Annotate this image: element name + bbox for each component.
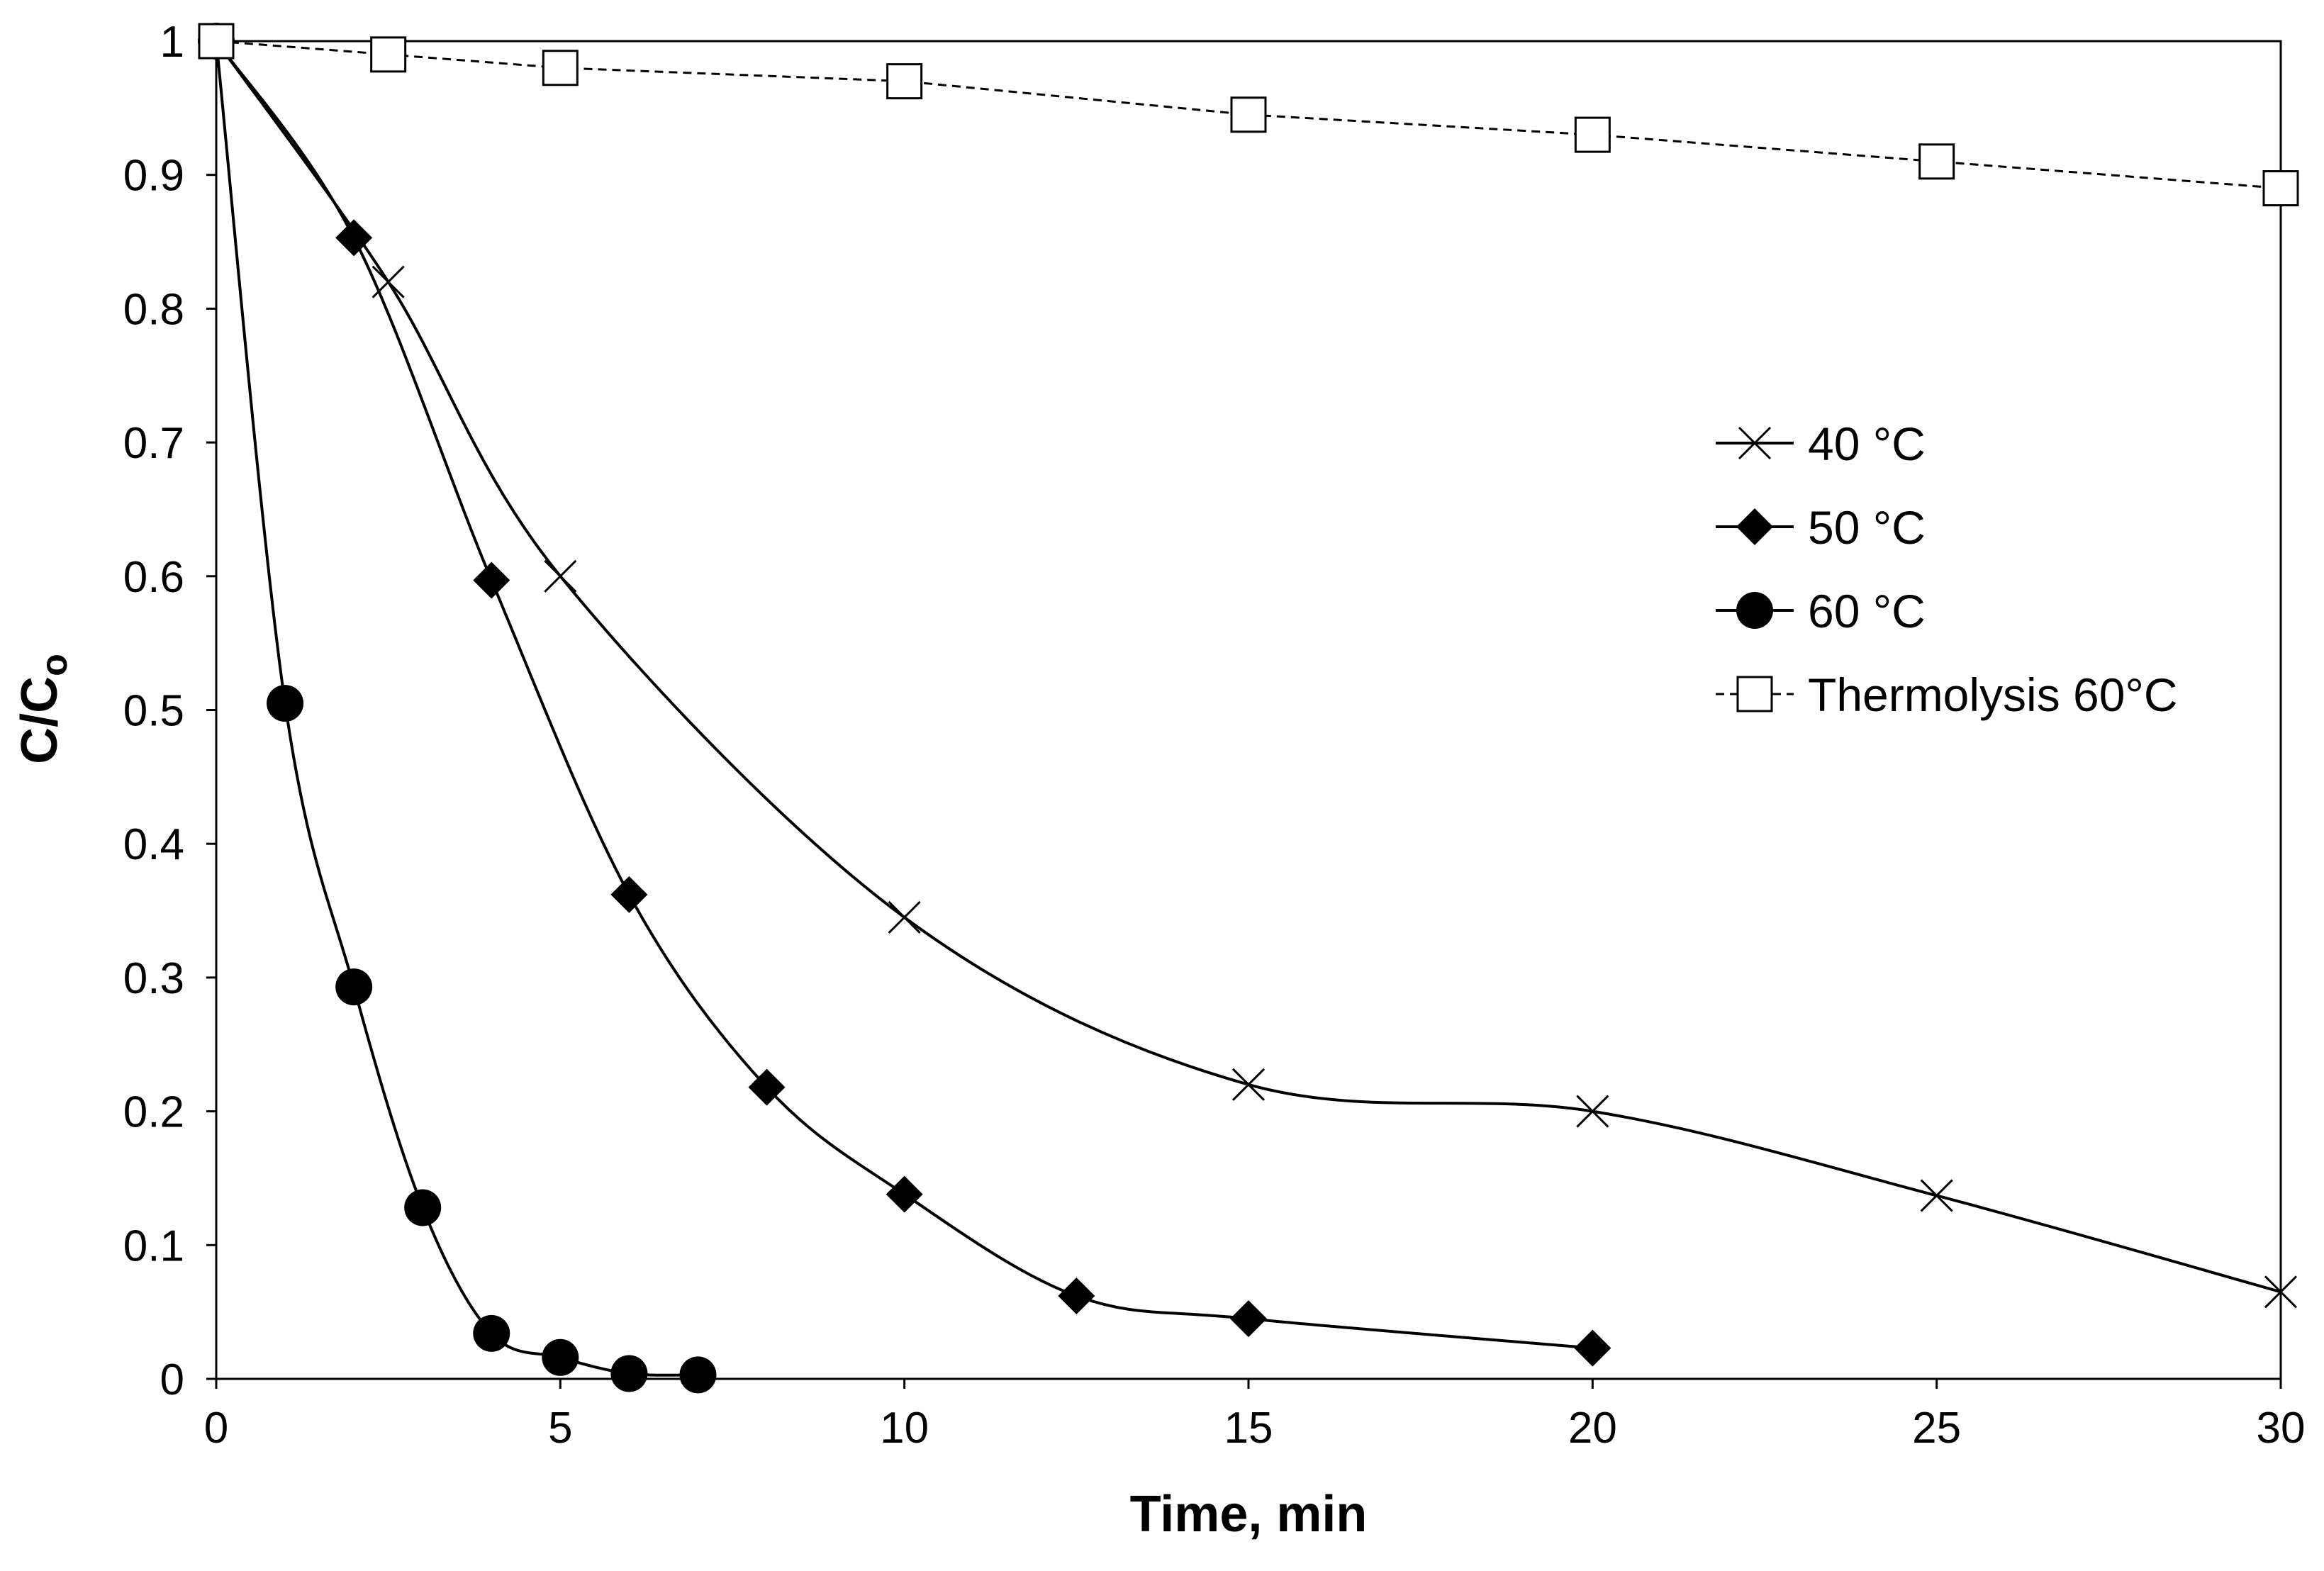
legend-marker [1736,508,1773,545]
data-point [2264,1275,2298,1309]
legend-label: 40 °C [1808,418,1926,470]
data-point [1574,1329,1611,1367]
legend-item: 50 °C [1716,501,1926,554]
x-tick-label: 15 [1224,1404,1273,1453]
x-tick-label: 25 [1912,1404,1961,1453]
data-point [1574,116,1611,153]
data-point [610,1355,648,1392]
data-point [679,1356,717,1394]
data-point [370,36,407,73]
data-point [886,63,923,100]
y-tick-label: 0 [160,1355,184,1404]
data-point [198,23,235,60]
data-point [473,561,510,599]
series-line [215,40,1593,1350]
y-tick-label: 0.3 [123,954,184,1003]
y-tick-label: 0.6 [123,553,184,602]
data-point [1230,96,1267,133]
series-3 [198,23,2299,207]
legend-item: 40 °C [1716,418,1926,470]
data-point [267,685,304,722]
series-line [216,40,2281,190]
data-point [542,1338,579,1376]
legend-label: Thermolysis 60°C [1808,669,2178,721]
y-tick-label: 0.8 [123,285,184,334]
data-point [542,50,579,86]
legend-marker [1738,426,1772,460]
data-point [886,1175,923,1213]
x-tick-label: 30 [2257,1404,2306,1453]
legend: 40 °C 50 °C 60 °C Thermolysis 60°C [1716,418,2178,721]
data-point [1918,143,1955,180]
data-point [473,1314,510,1352]
x-tick-label: 0 [204,1404,228,1453]
data-point [1231,1068,1266,1101]
x-tick-label: 20 [1568,1404,1617,1453]
legend-label: 50 °C [1808,501,1926,554]
y-axis-title-main: C/C [11,676,68,764]
series-layer [198,23,2299,1394]
data-point [1058,1278,1095,1315]
data-point [1920,1179,1953,1212]
data-point [404,1189,442,1226]
x-axis-title: Time, min [1130,1486,1368,1543]
data-point [335,219,373,257]
y-tick-label: 0.5 [123,687,184,736]
x-tick-label: 5 [548,1404,572,1453]
legend-marker [1736,592,1773,629]
data-point [748,1068,786,1106]
y-axis-title-subscript: o [34,654,75,676]
data-point [888,900,921,934]
y-tick-label: 1 [160,18,184,67]
data-point [610,876,648,913]
y-tick-label: 0.2 [123,1088,184,1137]
y-tick-label: 0.9 [123,152,184,201]
data-point [1230,1300,1267,1338]
legend-item: 60 °C [1716,585,1926,637]
legend-label: 60 °C [1808,585,1926,637]
data-point [335,968,373,1006]
data-point [1576,1095,1609,1128]
data-point [544,559,577,593]
series-0 [199,24,2298,1309]
y-axis-title: C/Co [11,654,75,764]
x-tick-label: 10 [880,1404,929,1453]
legend-marker [1736,676,1773,712]
x-axis-ticks: 0 5 10 15 20 25 30 [204,1379,2306,1453]
data-point [2262,170,2299,207]
legend-item: Thermolysis 60°C [1716,669,2178,721]
y-tick-label: 0.1 [123,1221,184,1270]
y-tick-label: 0.4 [123,820,184,869]
series-line [215,40,2281,1294]
y-tick-label: 0.7 [123,419,184,468]
y-axis-ticks: 0 0.1 0.2 0.3 0.4 0.5 0.6 0.7 0.8 0.9 1 [123,18,216,1404]
